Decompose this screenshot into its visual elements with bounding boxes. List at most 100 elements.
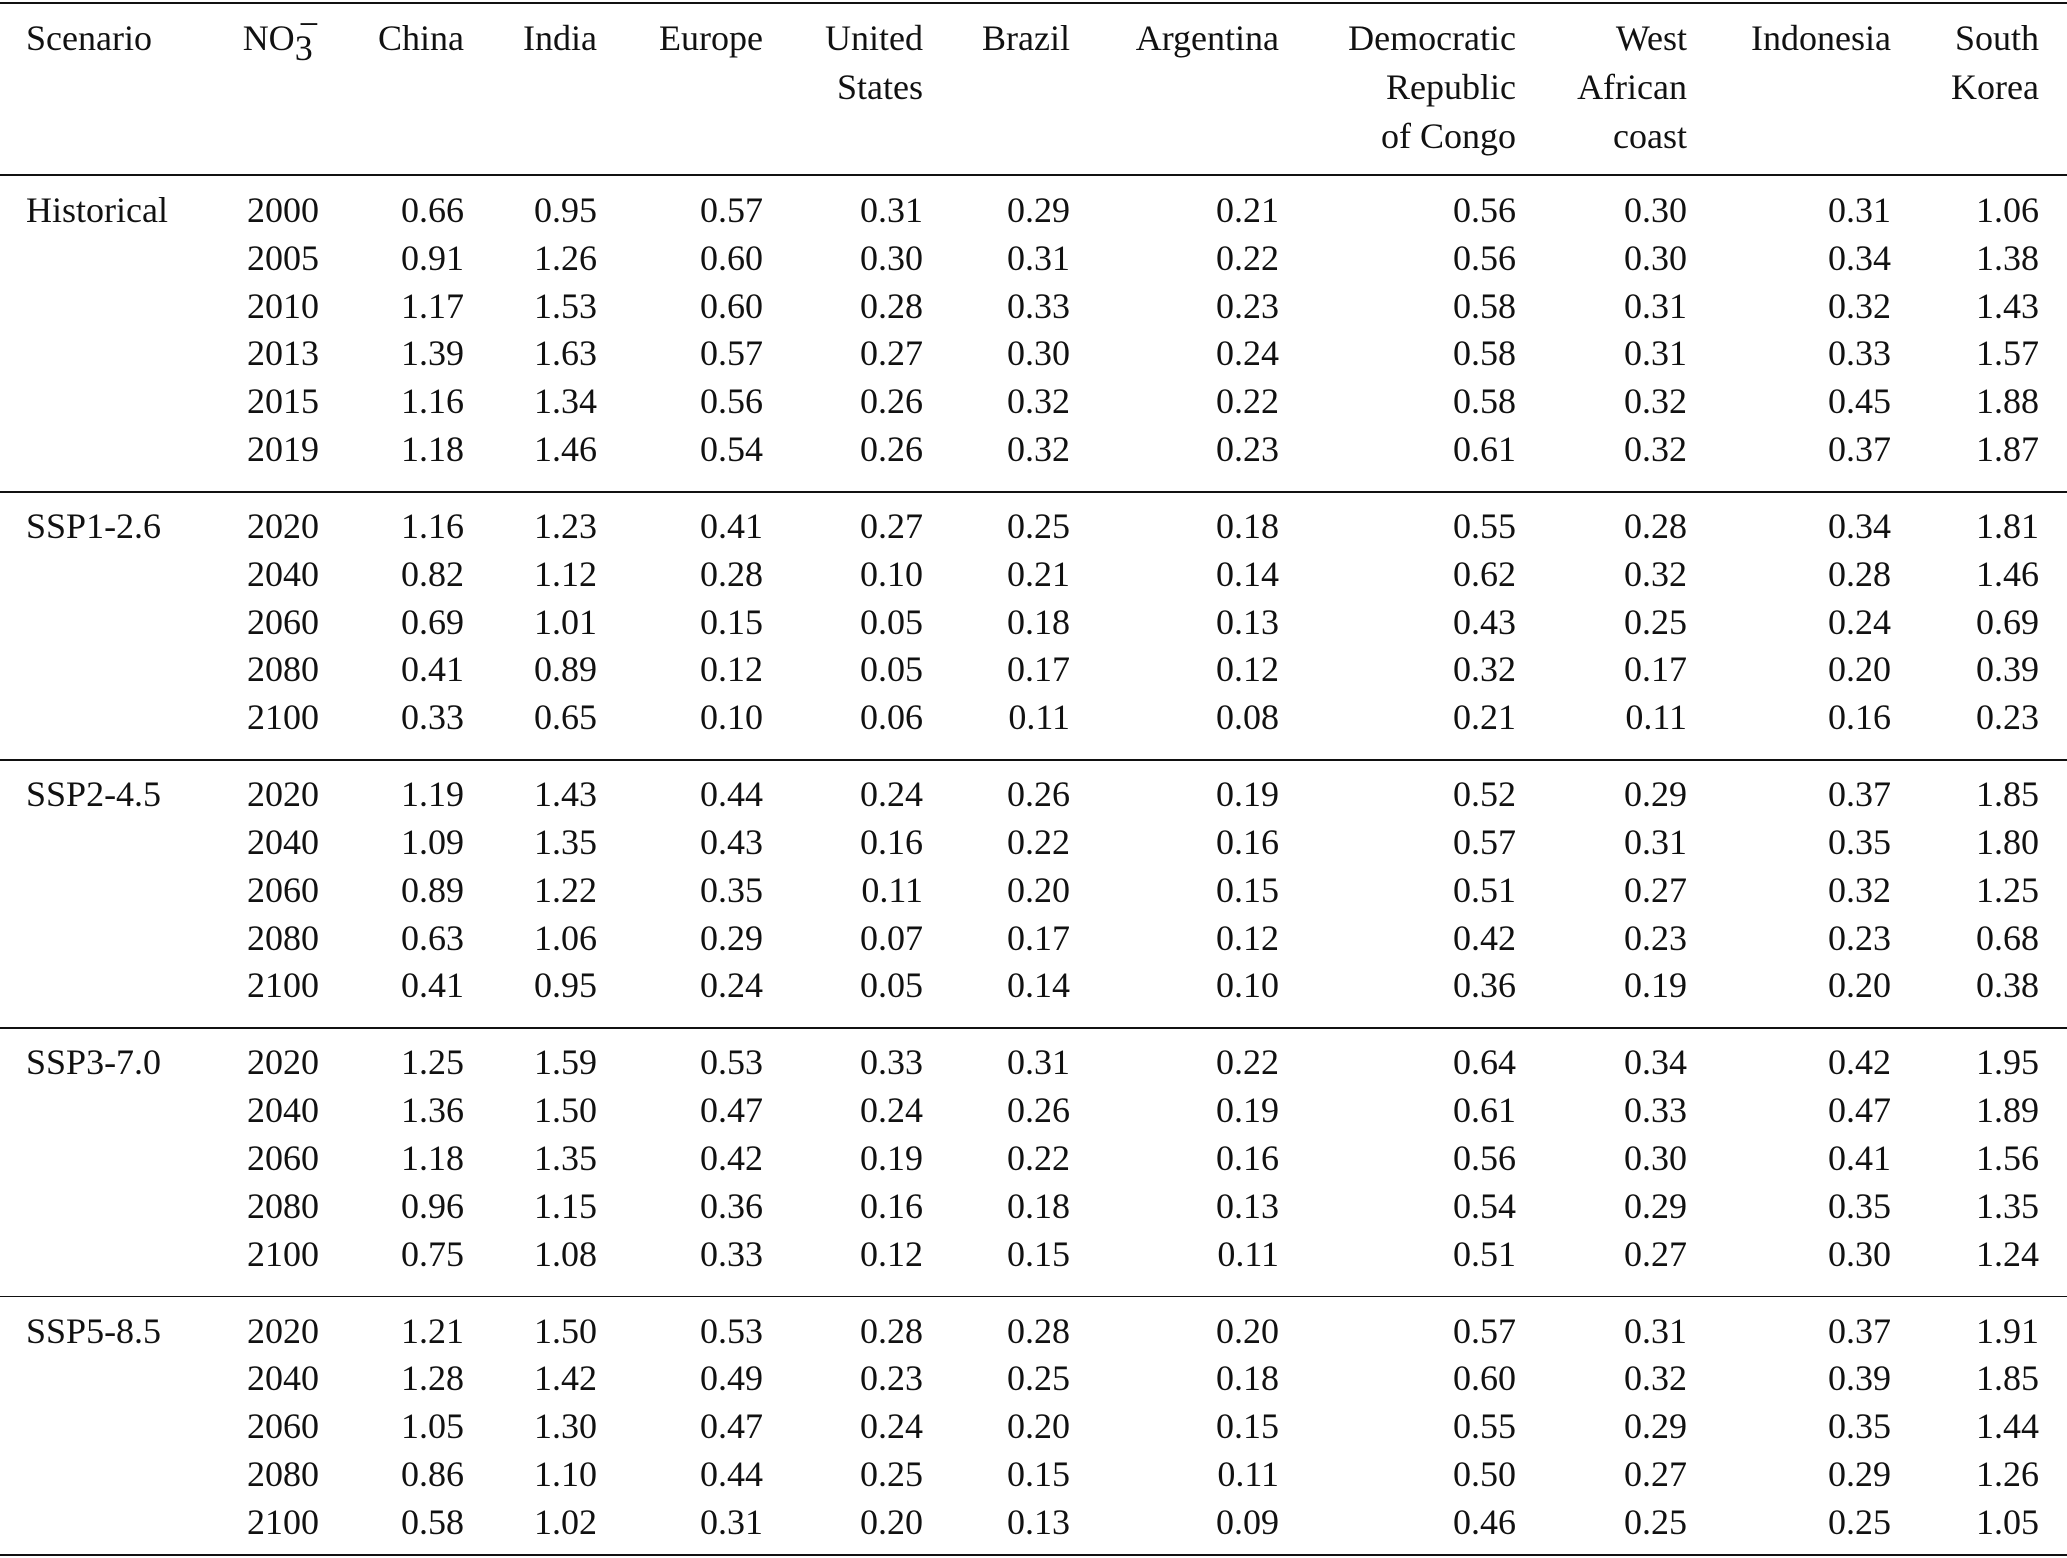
year-cell: 2100 xyxy=(247,965,319,1006)
header-cell: NO3− xyxy=(243,6,319,66)
value-cell: 1.10 xyxy=(534,1454,597,1494)
value-cell: 0.27 xyxy=(860,506,923,546)
value-cell: 0.42 xyxy=(1828,1042,1891,1083)
value-cell: 0.22 xyxy=(1216,381,1279,422)
value-cell: 1.05 xyxy=(1976,1501,2039,1542)
table-rule xyxy=(0,759,2067,761)
value-cell: 0.33 xyxy=(1007,285,1070,326)
header-cell: China xyxy=(378,18,464,58)
value-cell: 0.45 xyxy=(1828,381,1891,422)
value-cell: 0.24 xyxy=(700,965,763,1006)
value-cell: 1.91 xyxy=(1976,1310,2039,1351)
value-cell: 1.17 xyxy=(401,285,464,326)
value-cell: 0.82 xyxy=(401,553,464,594)
header-cell: Democratic xyxy=(1348,18,1516,58)
value-cell: 0.28 xyxy=(700,553,763,594)
value-cell: 0.11 xyxy=(861,869,923,910)
value-cell: 0.15 xyxy=(1216,869,1279,910)
value-cell: 0.32 xyxy=(1007,429,1070,469)
value-cell: 0.52 xyxy=(1453,774,1516,815)
value-cell: 0.14 xyxy=(1007,965,1070,1006)
value-cell: 0.20 xyxy=(1007,1406,1070,1447)
value-cell: 1.25 xyxy=(1976,869,2039,910)
value-cell: 0.28 xyxy=(1007,1310,1070,1351)
value-cell: 0.96 xyxy=(401,1185,464,1226)
value-cell: 0.29 xyxy=(700,917,763,958)
value-cell: 0.37 xyxy=(1828,1310,1891,1351)
value-cell: 0.56 xyxy=(1453,237,1516,278)
value-cell: 1.81 xyxy=(1976,506,2039,546)
value-cell: 0.89 xyxy=(534,649,597,690)
year-cell: 2060 xyxy=(247,601,319,642)
value-cell: 0.17 xyxy=(1624,649,1687,690)
value-cell: 0.24 xyxy=(860,1090,923,1131)
value-cell: 0.42 xyxy=(1453,917,1516,958)
header-cell: Europe xyxy=(659,18,763,58)
year-cell: 2020 xyxy=(247,506,319,546)
value-cell: 1.88 xyxy=(1976,381,2039,422)
value-cell: 0.29 xyxy=(1624,774,1687,815)
value-cell: 0.69 xyxy=(1976,601,2039,642)
value-cell: 0.41 xyxy=(700,506,763,546)
value-cell: 0.47 xyxy=(700,1406,763,1447)
value-cell: 1.35 xyxy=(534,822,597,862)
value-cell: 1.16 xyxy=(401,381,464,422)
value-cell: 0.25 xyxy=(1007,1358,1070,1399)
value-cell: 0.19 xyxy=(1216,1090,1279,1131)
value-cell: 1.21 xyxy=(401,1310,464,1351)
value-cell: 1.02 xyxy=(534,1501,597,1542)
value-cell: 0.75 xyxy=(401,1233,464,1274)
value-cell: 0.31 xyxy=(1624,285,1687,326)
value-cell: 1.19 xyxy=(401,774,464,815)
value-cell: 0.31 xyxy=(1624,822,1687,862)
value-cell: 0.34 xyxy=(1828,506,1891,546)
value-cell: 0.22 xyxy=(1216,1042,1279,1083)
year-cell: 2060 xyxy=(247,1138,319,1178)
value-cell: 0.20 xyxy=(1828,965,1891,1006)
value-cell: 0.07 xyxy=(860,917,923,958)
value-cell: 0.58 xyxy=(401,1501,464,1542)
value-cell: 0.56 xyxy=(700,381,763,422)
header-cell: Republic xyxy=(1386,67,1516,107)
value-cell: 1.34 xyxy=(534,381,597,422)
value-cell: 0.37 xyxy=(1828,774,1891,815)
value-cell: 0.32 xyxy=(1624,429,1687,469)
value-cell: 0.20 xyxy=(860,1501,923,1542)
year-cell: 2040 xyxy=(247,1358,319,1399)
header-cell: Indonesia xyxy=(1751,18,1891,58)
value-cell: 1.85 xyxy=(1976,1358,2039,1399)
value-cell: 1.35 xyxy=(1976,1185,2039,1226)
value-cell: 0.26 xyxy=(1007,1090,1070,1131)
year-cell: 2100 xyxy=(247,697,319,738)
year-cell: 2013 xyxy=(247,333,319,374)
scenario-label: SSP2-4.5 xyxy=(26,774,162,815)
value-cell: 0.05 xyxy=(860,601,923,642)
value-cell: 0.53 xyxy=(700,1042,763,1083)
value-cell: 0.35 xyxy=(1828,1406,1891,1447)
value-cell: 1.43 xyxy=(534,774,597,815)
value-cell: 0.30 xyxy=(860,237,923,278)
year-cell: 2080 xyxy=(247,1185,319,1226)
header-cell: Korea xyxy=(1951,67,2039,107)
value-cell: 0.30 xyxy=(1624,1138,1687,1178)
value-cell: 0.22 xyxy=(1007,1138,1070,1178)
year-cell: 2040 xyxy=(247,822,319,862)
value-cell: 0.57 xyxy=(700,333,763,374)
value-cell: 0.12 xyxy=(1216,917,1279,958)
year-cell: 2080 xyxy=(247,1454,319,1494)
value-cell: 0.32 xyxy=(1624,381,1687,422)
value-cell: 0.58 xyxy=(1453,381,1516,422)
value-cell: 0.05 xyxy=(860,965,923,1006)
year-cell: 2020 xyxy=(247,1042,319,1083)
value-cell: 1.38 xyxy=(1976,237,2039,278)
value-cell: 0.22 xyxy=(1216,237,1279,278)
value-cell: 0.31 xyxy=(1624,1310,1687,1351)
value-cell: 1.46 xyxy=(534,429,597,469)
value-cell: 1.15 xyxy=(534,1185,597,1226)
header-cell: coast xyxy=(1613,116,1687,156)
value-cell: 0.14 xyxy=(1216,553,1279,594)
header-cell: West xyxy=(1615,18,1687,58)
value-cell: 1.36 xyxy=(401,1090,464,1131)
value-cell: 0.26 xyxy=(860,381,923,422)
value-cell: 0.22 xyxy=(1007,822,1070,862)
